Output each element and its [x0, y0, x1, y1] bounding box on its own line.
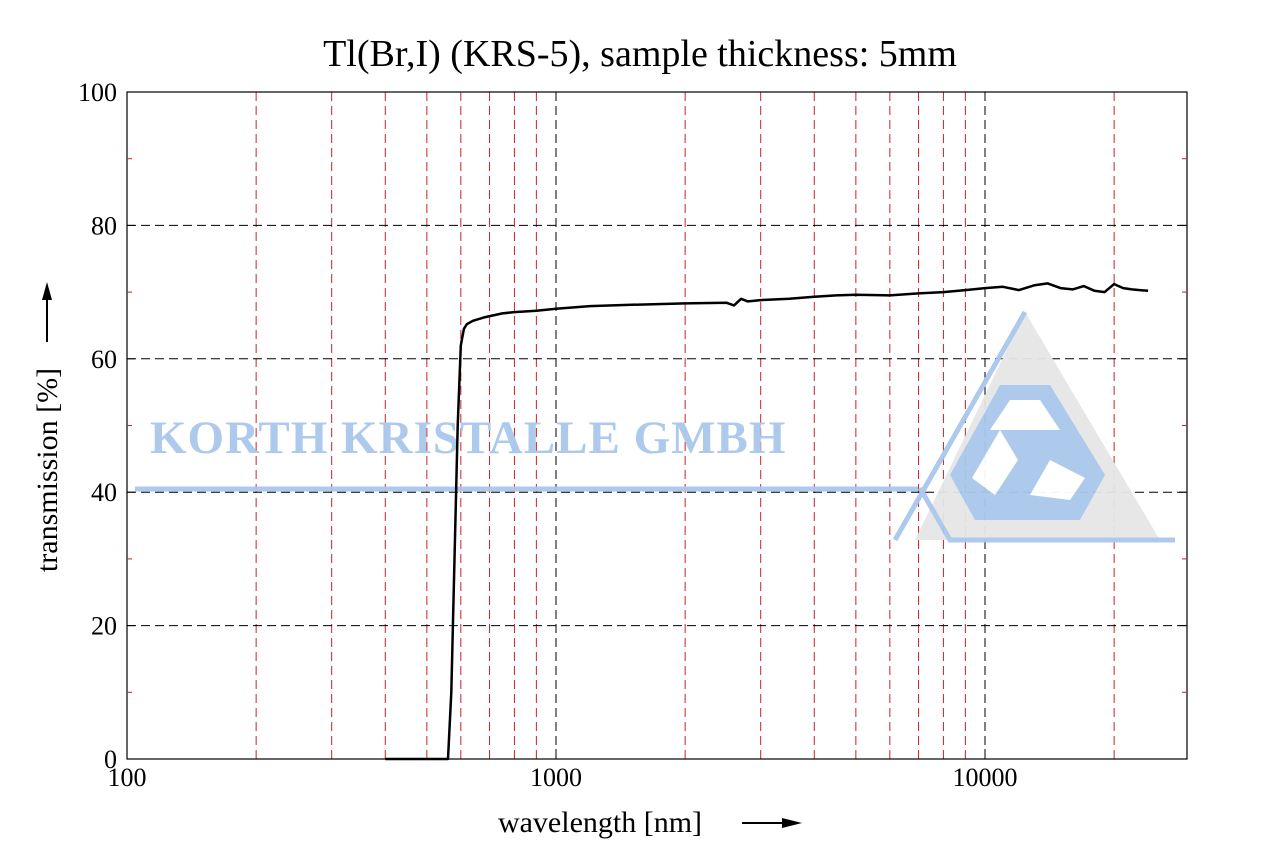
- x-axis-ticks: 100 1000 10000: [108, 749, 1018, 792]
- x-axis-arrow: [742, 818, 802, 828]
- y-tick-label-80: 80: [91, 211, 117, 240]
- logo-emblem-cut-top: [990, 400, 1060, 430]
- series-line: [385, 282, 1149, 761]
- x-axis-label: wavelength [nm]: [498, 806, 702, 839]
- korth-kristalle-logo: KORTH KRISTALLE GMBH: [135, 310, 1175, 543]
- logo-emblem-cut-right: [1030, 460, 1085, 500]
- y-tick-label-20: 20: [91, 612, 117, 641]
- x-tick-label-10000: 10000: [953, 763, 1018, 792]
- y-tick-label-0: 0: [104, 745, 117, 774]
- watermark-text: KORTH KRISTALLE GMBH: [150, 412, 786, 464]
- x-tick-label-1000: 1000: [530, 763, 582, 792]
- logo-bottom-edge: [917, 486, 1175, 543]
- logo-emblem-cut-left: [972, 430, 1018, 495]
- y-axis-label: transmission [%]: [31, 368, 64, 572]
- y-axis-arrow: [42, 282, 52, 342]
- chart-title: Tl(Br,I) (KRS-5), sample thickness: 5mm: [323, 33, 957, 75]
- x-tick-label-100: 100: [108, 763, 147, 792]
- y-tick-label-100: 100: [78, 78, 117, 107]
- y-axis-ticks: 0 20 40 60 80 100: [78, 78, 1187, 774]
- logo-left-edge: [892, 310, 1028, 542]
- y-tick-label-40: 40: [91, 478, 117, 507]
- y-tick-label-60: 60: [91, 345, 117, 374]
